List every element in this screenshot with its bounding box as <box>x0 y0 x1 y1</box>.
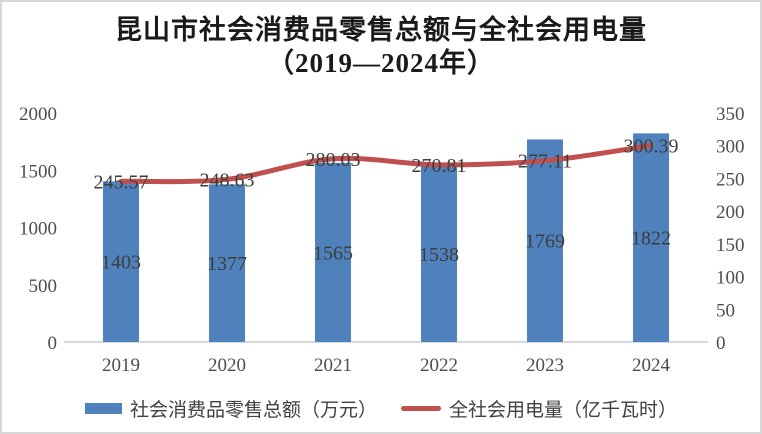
line-value-label: 277.11 <box>518 151 572 173</box>
bar-value-label: 1403 <box>101 252 141 274</box>
legend: 社会消费品零售总额（万元） 全社会用电量（亿千瓦时） <box>2 395 760 422</box>
x-axis-category-label: 2022 <box>420 355 458 376</box>
left-axis-tick-label: 500 <box>29 276 58 297</box>
chart-title-line2: （2019—2024年） <box>267 48 495 78</box>
legend-item-electricity-line: 全社会用电量（亿千瓦时） <box>401 395 677 422</box>
bar-series-swatch <box>84 403 122 414</box>
x-axis-category-label: 2024 <box>632 355 671 376</box>
right-axis-tick-label: 200 <box>716 202 745 223</box>
x-axis-category-label: 2020 <box>208 355 246 376</box>
right-axis-tick-label: 350 <box>716 104 745 125</box>
chart-title: 昆山市社会消费品零售总额与全社会用电量 （2019—2024年） <box>2 14 760 80</box>
left-axis-tick-label: 2000 <box>19 104 57 125</box>
right-axis-tick-label: 150 <box>716 235 745 256</box>
left-axis-tick-label: 1000 <box>19 219 57 240</box>
right-axis-tick-label: 0 <box>716 333 726 354</box>
chart-title-line1: 昆山市社会消费品零售总额与全社会用电量 <box>115 15 647 45</box>
left-axis-tick-label: 1500 <box>19 161 57 182</box>
electricity-line <box>118 142 654 185</box>
bar-series-label: 社会消费品零售总额（万元） <box>129 400 377 421</box>
left-axis-tick-label: 0 <box>48 333 58 354</box>
bar-2023 <box>527 139 563 342</box>
line-series-label: 全社会用电量（亿千瓦时） <box>449 400 678 421</box>
right-axis-tick-label: 100 <box>716 268 745 289</box>
line-series-swatch <box>401 406 441 411</box>
bar-2021 <box>315 162 351 342</box>
bar-2019 <box>103 181 139 342</box>
x-axis-category-label: 2023 <box>526 355 564 376</box>
line-value-label: 270.81 <box>412 155 467 177</box>
bar-2022 <box>421 165 457 342</box>
bar-value-label: 1538 <box>419 244 459 266</box>
line-value-label: 300.39 <box>624 135 679 157</box>
bar-value-label: 1769 <box>525 231 565 253</box>
bar-value-label: 1565 <box>313 242 353 264</box>
x-axis-category-label: 2021 <box>314 355 352 376</box>
bar-2024 <box>633 133 669 342</box>
right-axis-tick-label: 250 <box>716 169 745 190</box>
bar-2020 <box>209 184 245 342</box>
line-value-label: 280.03 <box>306 149 361 171</box>
line-value-label: 245.57 <box>94 171 149 193</box>
right-axis-tick-label: 300 <box>716 137 745 158</box>
x-axis-category-label: 2019 <box>102 355 140 376</box>
bar-value-label: 1377 <box>207 253 247 275</box>
bar-value-label: 1822 <box>631 228 671 250</box>
legend-item-retail-bar: 社会消费品零售总额（万元） <box>84 395 377 422</box>
right-axis-tick-label: 50 <box>716 300 735 321</box>
line-value-label: 248.63 <box>200 169 255 191</box>
